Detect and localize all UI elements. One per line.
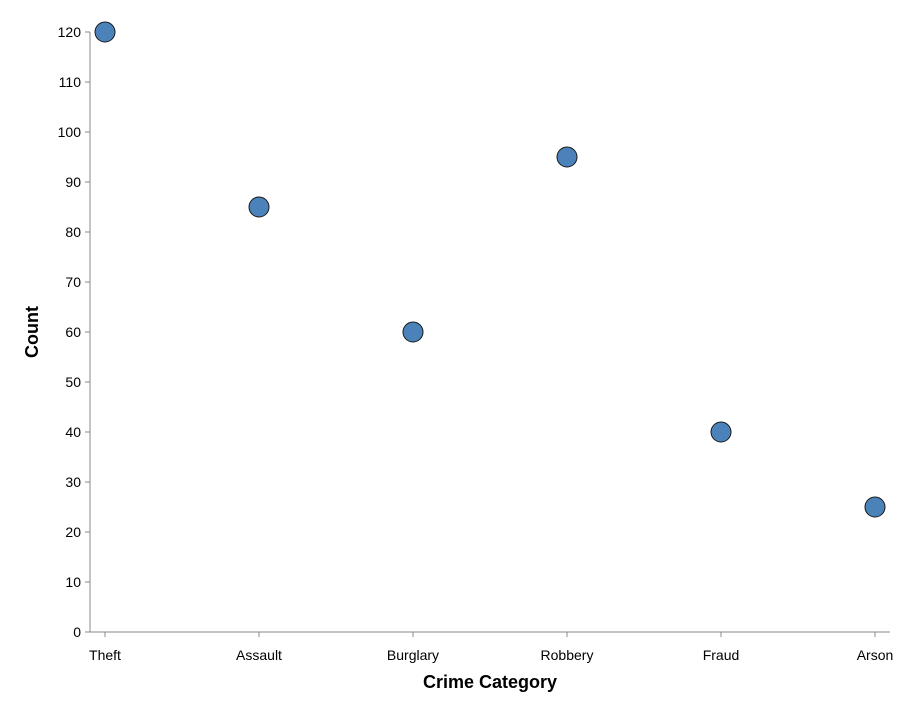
y-axis: 0 10 20 30 40 50 60 70 80 90 100 110 120 [58,24,91,640]
y-tick-label: 40 [65,424,81,440]
x-tick-label: Assault [236,647,282,663]
data-point-burglary [402,321,424,343]
y-tick-label: 100 [58,124,82,140]
y-tick-label: 20 [65,524,81,540]
y-tick-label: 60 [65,324,81,340]
x-tick-label: Arson [857,647,894,663]
data-point-robbery [556,146,578,168]
y-tick-label: 30 [65,474,81,490]
data-point-fraud [710,421,732,443]
y-tick-label: 70 [65,274,81,290]
y-tick-label: 120 [58,24,82,40]
y-tick-label: 50 [65,374,81,390]
x-tick-label: Theft [89,647,121,663]
y-tick-label: 90 [65,174,81,190]
x-tick-label: Burglary [387,647,439,663]
data-point-arson [864,496,886,518]
y-tick-label: 80 [65,224,81,240]
x-axis: Theft Assault Burglary Robbery Fraud Arson [89,631,894,663]
x-tick-label: Robbery [541,647,594,663]
data-point-theft [94,21,116,43]
data-points [94,21,886,518]
data-point-assault [248,196,270,218]
y-axis-title: Count [22,306,42,358]
x-axis-title: Crime Category [423,672,557,692]
y-tick-label: 0 [73,624,81,640]
y-tick-label: 10 [65,574,81,590]
y-tick-label: 110 [59,74,82,90]
x-tick-label: Fraud [703,647,740,663]
